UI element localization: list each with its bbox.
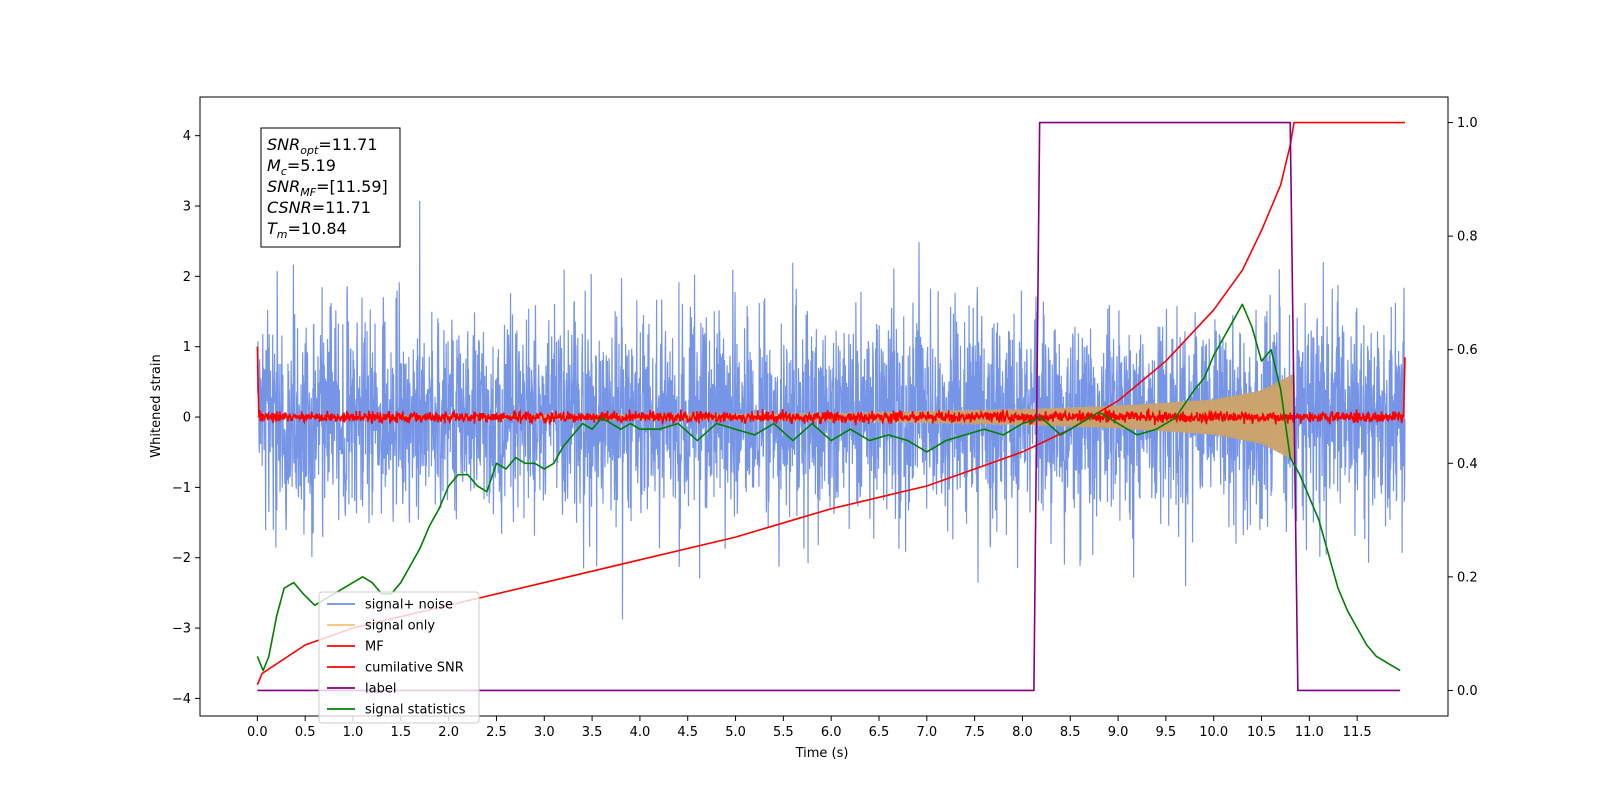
legend-label: signal+ noise: [365, 598, 453, 613]
annotation-t-m: Tm=10.84: [267, 219, 347, 241]
annotation-csnr: CSNR=11.71: [267, 198, 371, 217]
y-right-tick-label: 0.0: [1457, 684, 1478, 699]
x-tick-label: 4.0: [630, 725, 651, 740]
x-tick-label: 6.0: [821, 725, 842, 740]
noise-layer: [256, 200, 1406, 620]
y-tick-label: 2: [183, 270, 191, 285]
x-tick-label: 0.5: [295, 725, 316, 740]
legend: signal+ noise signal only MF cumilative SNR…: [318, 591, 480, 724]
y-tick-label: 1: [183, 340, 191, 355]
x-tick-label: 5.5: [773, 725, 794, 740]
series-signal-statistics-line: [256, 303, 1401, 672]
y-axis-right: 0.0 0.2 0.4 0.6 0.8 1.0: [1448, 116, 1478, 699]
x-axis-label: Time (s): [795, 746, 849, 761]
series-mf-line: [256, 346, 1406, 426]
annotation-snr-mf: SNRMF=[11.59]: [267, 177, 388, 199]
x-tick-label: 10.5: [1247, 725, 1276, 740]
y-tick-label: −2: [172, 551, 191, 566]
legend-item-mf: MF: [327, 640, 384, 655]
legend-label: label: [365, 682, 396, 697]
annotation-frame: [260, 127, 401, 248]
x-tick-label: 3.5: [582, 725, 603, 740]
x-tick-label: 11.0: [1295, 725, 1324, 740]
y-right-tick-label: 1.0: [1457, 116, 1478, 131]
legend-item-signal-only: signal only: [327, 619, 435, 634]
y-axis-left: −4 −3 −2 −1 0 1 2 3 4: [172, 129, 200, 707]
y-axis-label: Whitened strain: [149, 354, 164, 457]
annotation-box: SNRopt=11.71Mc=5.19SNRMF=[11.59]CSNR=11.…: [260, 127, 401, 248]
annotation-snr-opt: SNRopt=11.71: [267, 135, 378, 157]
y-tick-label: 0: [183, 411, 191, 426]
legend-frame: [318, 591, 480, 724]
plot-frame: [199, 96, 1449, 717]
x-tick-label: 1.5: [390, 725, 411, 740]
x-tick-label: 6.5: [869, 725, 890, 740]
series-signal-noise-line: [256, 200, 1406, 620]
x-tick-label: 8.0: [1012, 725, 1033, 740]
y-tick-label: −4: [172, 692, 191, 707]
y-right-tick-label: 0.4: [1457, 457, 1478, 472]
legend-label: MF: [365, 640, 384, 655]
x-tick-label: 9.0: [1108, 725, 1129, 740]
y-right-tick-label: 0.2: [1457, 570, 1478, 585]
mf-layer: [256, 346, 1406, 426]
annotation-m-c: Mc=5.19: [267, 156, 336, 178]
legend-item-signal-noise: signal+ noise: [327, 598, 453, 613]
x-tick-label: 7.0: [916, 725, 937, 740]
legend-item-signal-statistics: signal statistics: [327, 703, 466, 718]
legend-item-cumilative-snr: cumilative SNR: [327, 661, 464, 676]
legend-label: cumilative SNR: [365, 661, 464, 676]
x-tick-label: 0.0: [247, 725, 268, 740]
x-tick-label: 11.5: [1343, 725, 1372, 740]
series-label-line: [257, 121, 1401, 692]
y-right-tick-label: 0.8: [1457, 230, 1478, 245]
legend-label: signal statistics: [365, 703, 466, 718]
x-tick-label: 2.0: [438, 725, 459, 740]
legend-item-label: label: [327, 682, 396, 697]
legend-label: signal only: [365, 619, 435, 634]
y-tick-label: −3: [172, 622, 191, 637]
y-tick-label: −1: [172, 481, 191, 496]
x-tick-label: 7.5: [964, 725, 985, 740]
x-tick-label: 1.0: [343, 725, 364, 740]
x-tick-label: 5.0: [725, 725, 746, 740]
x-tick-label: 9.5: [1156, 725, 1177, 740]
x-tick-label: 8.5: [1060, 725, 1081, 740]
y-tick-label: 3: [183, 200, 191, 215]
x-tick-label: 2.5: [486, 725, 507, 740]
x-tick-label: 3.0: [534, 725, 555, 740]
x-axis: 0.0 0.5 1.0 1.5 2.0 2.5 3.0 3.5 4.0 4.5 5.0 5.5 6.0 6…: [247, 716, 1372, 740]
y-tick-label: 4: [183, 129, 191, 144]
x-tick-label: 10.0: [1199, 725, 1228, 740]
y-right-tick-label: 0.6: [1457, 343, 1478, 358]
x-tick-label: 4.5: [677, 725, 698, 740]
